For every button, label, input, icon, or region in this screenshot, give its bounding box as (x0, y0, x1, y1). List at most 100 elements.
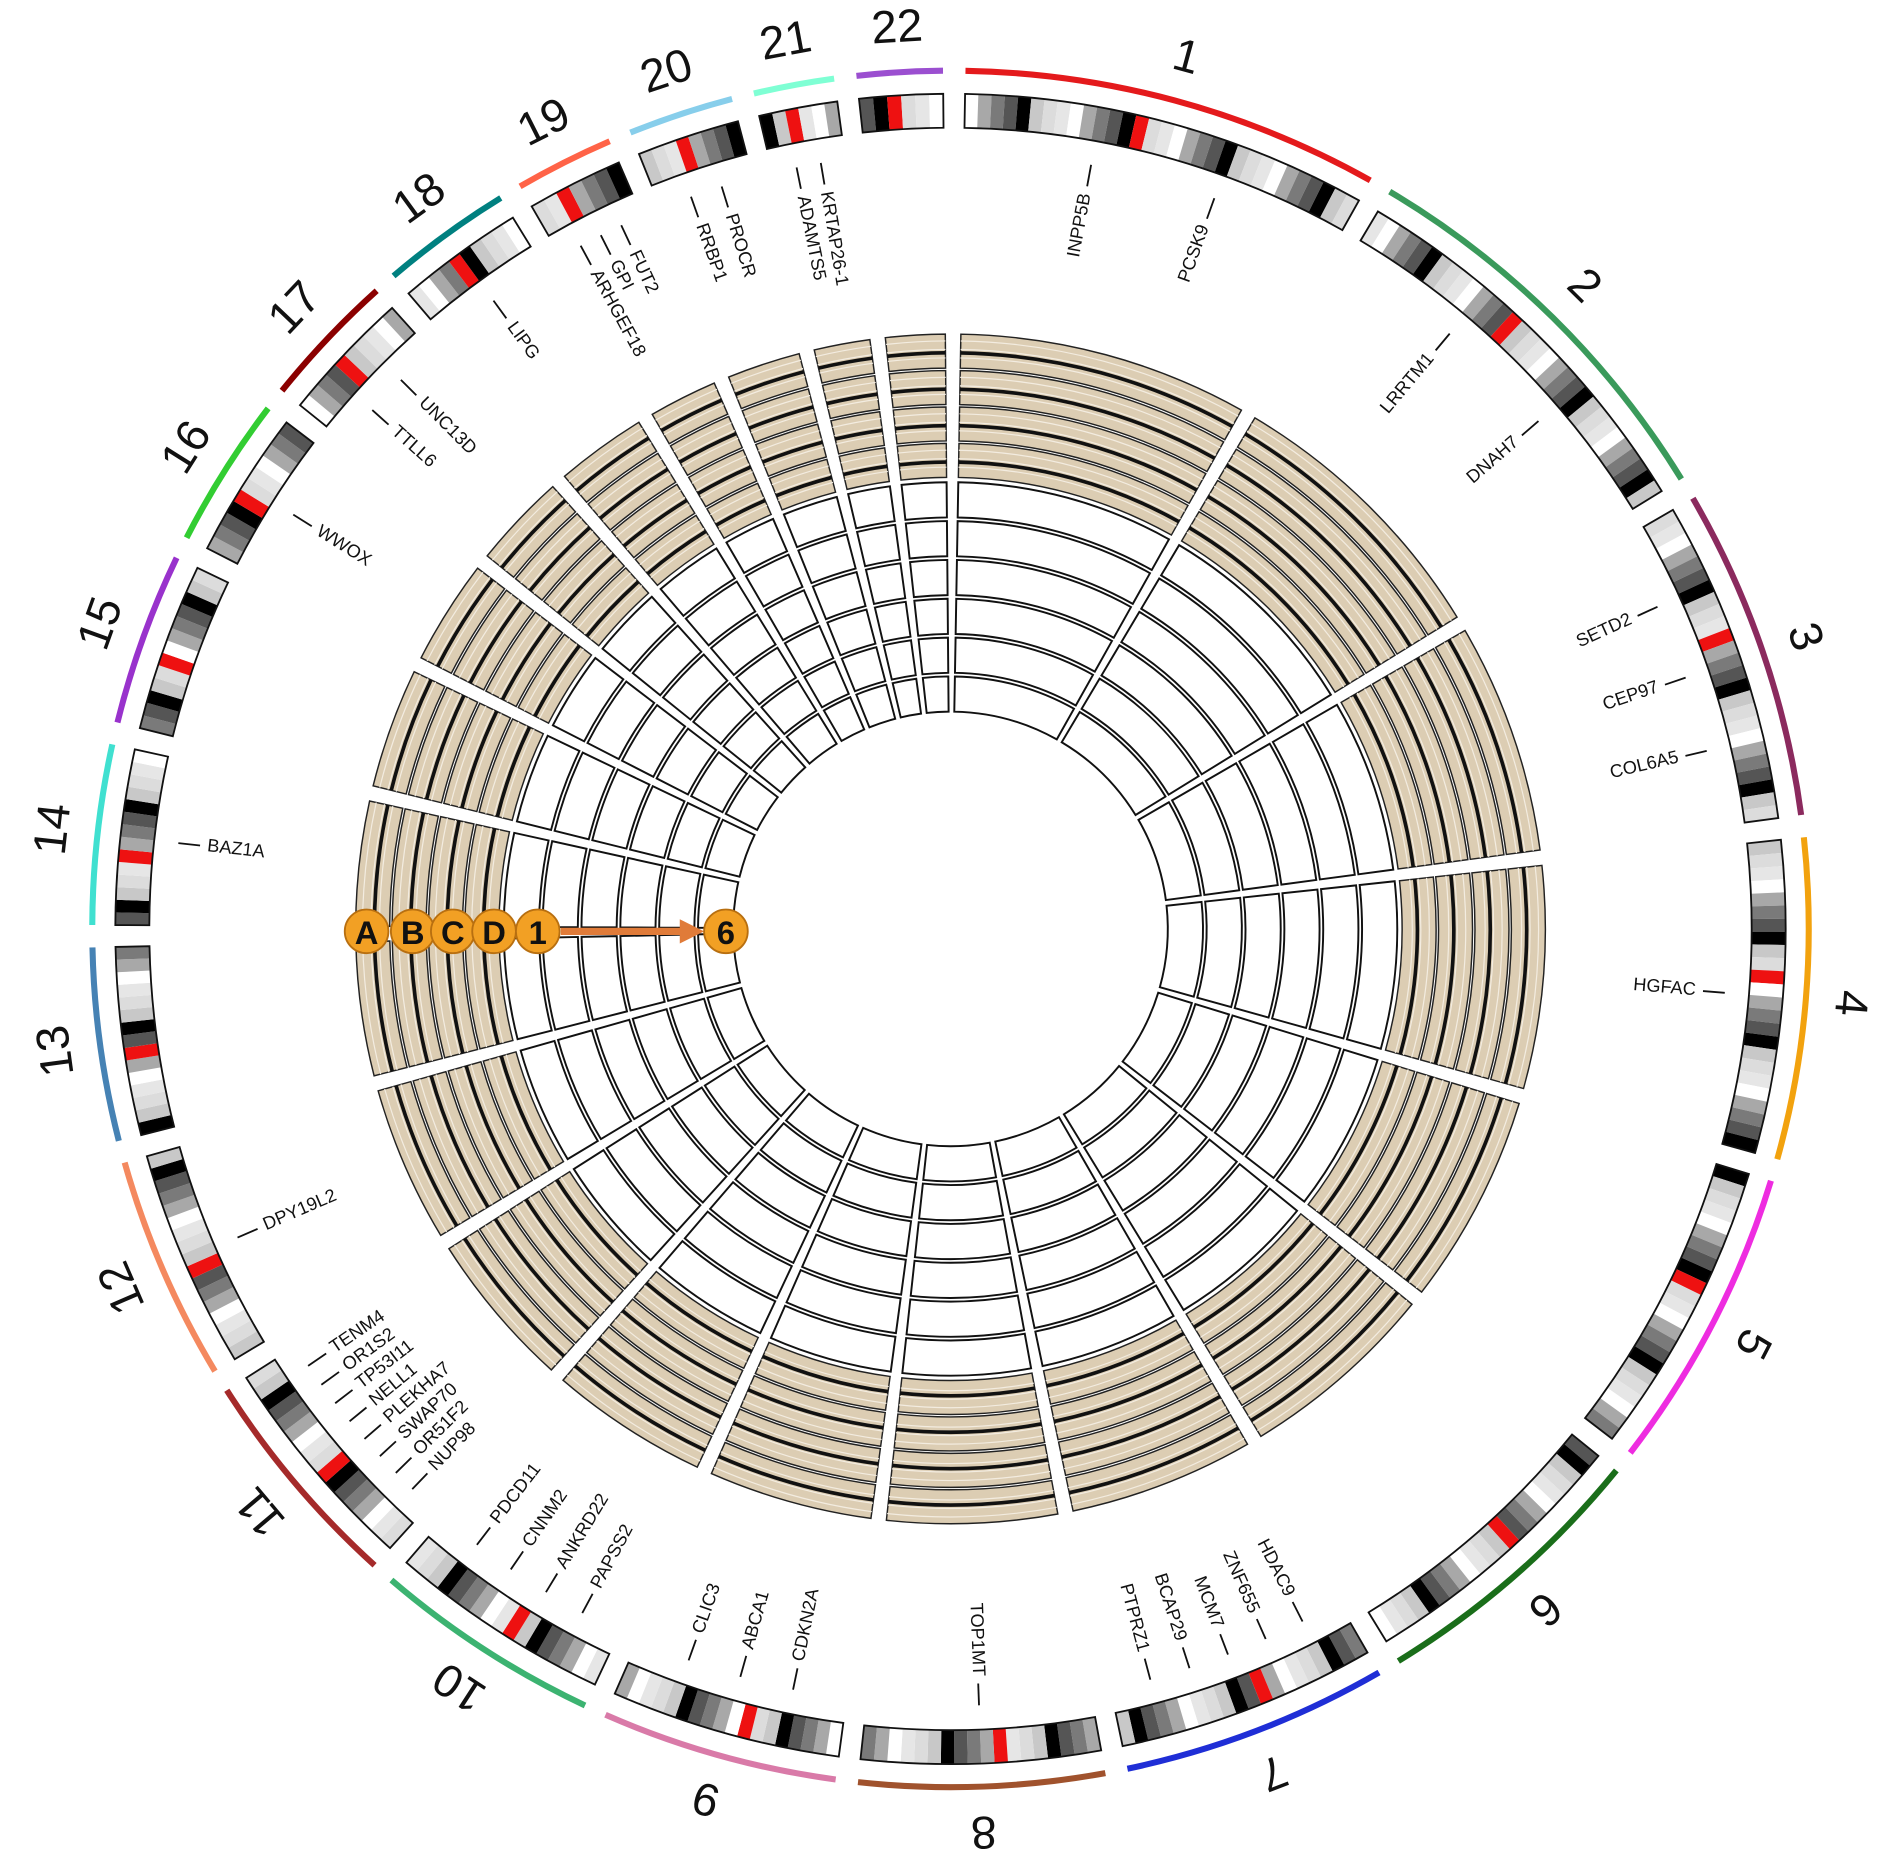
track-grid (378, 941, 398, 1071)
track-grid (734, 367, 804, 392)
ideogram-band (117, 982, 153, 998)
track-sector (744, 553, 804, 608)
chromosome-arc (518, 138, 611, 190)
track-grid (1380, 1088, 1471, 1261)
ideogram (1583, 1162, 1751, 1441)
ideogram-band (119, 1006, 155, 1023)
chromosome-arc (965, 67, 1372, 183)
track-baseline (524, 1198, 614, 1304)
ideogram-band (416, 1544, 449, 1580)
ideogram-band (138, 1114, 175, 1136)
ideogram-band (158, 1182, 195, 1207)
track-grid (899, 466, 947, 471)
ideogram-band (458, 1576, 489, 1612)
ideogram-band (927, 1729, 942, 1765)
track-baseline (748, 405, 814, 430)
track-grid (960, 357, 1231, 432)
ideogram-band (428, 269, 460, 304)
ideogram-band (278, 422, 314, 454)
track-grid (731, 1425, 878, 1468)
ideogram-band (317, 374, 352, 407)
gene-label: CDKN2A (788, 1586, 823, 1663)
track-grid (749, 1384, 884, 1424)
track-grid (1214, 1248, 1345, 1362)
chromosome-label: 21 (755, 9, 815, 69)
ideogram-band (1653, 1302, 1690, 1330)
chromosome-arc (89, 947, 122, 1142)
track-sector (668, 997, 733, 1081)
chromosome-label: 10 (423, 1652, 494, 1724)
ideogram-band (1238, 149, 1264, 186)
ideogram-band (580, 173, 608, 211)
chromosome-label: 14 (23, 801, 80, 858)
ideogram-band (1731, 1094, 1768, 1115)
ideogram-band (352, 1487, 386, 1521)
track-grid (895, 1426, 1043, 1437)
gene-tick (1143, 1658, 1152, 1680)
track-grid (387, 678, 429, 790)
ideogram-band (1164, 1697, 1187, 1734)
track-grid (960, 348, 1235, 424)
track-grid (959, 385, 1217, 456)
ideogram-band (247, 466, 284, 497)
gene-label: LIPG (504, 318, 545, 363)
track-grid (626, 504, 690, 551)
ideogram-band (675, 136, 699, 173)
ideogram (114, 945, 176, 1137)
track-grid (454, 1069, 510, 1195)
ideogram-band (129, 761, 166, 781)
track-sector (1082, 1089, 1178, 1179)
ideogram-band (1683, 591, 1720, 617)
gene-tick (1521, 420, 1540, 437)
gene-tick (579, 245, 592, 266)
ideogram-band (1115, 1710, 1136, 1747)
track-baseline (436, 578, 494, 668)
track-grid (485, 721, 520, 814)
ideogram-band (1283, 1652, 1310, 1689)
gene-tick (476, 1526, 491, 1546)
ideogram-band (1746, 1007, 1782, 1024)
track-grid (1344, 1074, 1428, 1234)
ideogram-band (480, 231, 510, 267)
track-grid (620, 1312, 735, 1388)
ideogram-band (1750, 892, 1786, 907)
ideogram-band (361, 1496, 395, 1531)
gene-tick (1637, 605, 1658, 617)
track-grid (673, 422, 732, 453)
track-baseline (575, 436, 650, 492)
track-grid (744, 394, 811, 418)
ideogram-band (120, 824, 156, 841)
gene-tick (739, 1655, 748, 1678)
track-baseline (887, 351, 946, 359)
ideogram-band (1028, 97, 1045, 133)
ideogram-band (171, 615, 208, 641)
track-grid (1213, 485, 1390, 660)
track-grid (1246, 430, 1445, 626)
track-baseline (424, 694, 466, 800)
ideogram-band (283, 1411, 319, 1443)
ideogram-band (1751, 905, 1786, 920)
track-grid (1242, 437, 1438, 630)
gene-label: MCM7 (1190, 1573, 1228, 1630)
track-grid (1068, 1423, 1236, 1489)
track-sector (704, 818, 756, 878)
track-grid (492, 491, 558, 561)
track-grid (1186, 531, 1345, 688)
track-baseline (697, 465, 752, 496)
ideogram-band (1214, 140, 1239, 177)
track-baseline (597, 1337, 722, 1419)
track-grid (896, 1418, 1041, 1428)
track-grid (555, 551, 613, 612)
track-grid (1415, 1101, 1514, 1289)
track-grid (1380, 678, 1445, 863)
track-baseline (1231, 1268, 1371, 1391)
ideogram-band (593, 168, 621, 205)
ideogram-band (1643, 509, 1680, 538)
track-label: 1 (529, 914, 547, 951)
gene-label: CEP97 (1600, 676, 1661, 714)
ideogram-band (1706, 652, 1743, 676)
track-grid (1064, 1406, 1227, 1470)
track-grid (649, 1278, 755, 1348)
ideogram-band (1672, 567, 1710, 594)
ideogram-band (1468, 1532, 1501, 1567)
